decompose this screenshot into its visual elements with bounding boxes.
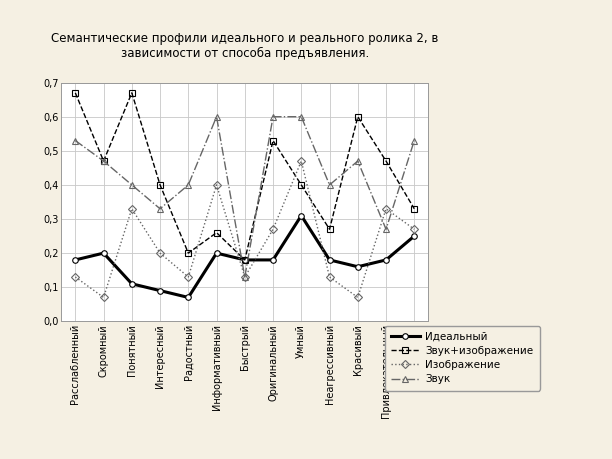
Изображение xyxy=(382,206,390,212)
Звук+изображение xyxy=(72,90,79,95)
Legend: Идеальный, Звук+изображение, Изображение, Звук: Идеальный, Звук+изображение, Изображение… xyxy=(385,325,540,391)
Изображение xyxy=(241,274,248,280)
Звук+изображение xyxy=(185,250,192,256)
Звук xyxy=(72,138,79,143)
Звук xyxy=(100,158,107,164)
Идеальный xyxy=(269,257,277,263)
Звук xyxy=(213,114,220,119)
Идеальный xyxy=(100,250,107,256)
Идеальный xyxy=(411,233,418,239)
Звук+изображение xyxy=(213,230,220,235)
Идеальный xyxy=(297,213,305,218)
Идеальный xyxy=(326,257,333,263)
Line: Звук+изображение: Звук+изображение xyxy=(73,90,417,263)
Звук+изображение xyxy=(128,90,135,95)
Звук xyxy=(326,182,333,188)
Идеальный xyxy=(213,250,220,256)
Изображение xyxy=(72,274,79,280)
Звук xyxy=(157,206,164,212)
Идеальный xyxy=(241,257,248,263)
Идеальный xyxy=(72,257,79,263)
Звук+изображение xyxy=(354,114,362,119)
Line: Изображение: Изображение xyxy=(73,158,417,300)
Text: Семантические профили идеального и реального ролика 2, в
зависимости от способа : Семантические профили идеального и реаль… xyxy=(51,32,438,60)
Звук+изображение xyxy=(157,182,164,188)
Звук xyxy=(269,114,277,119)
Изображение xyxy=(100,295,107,300)
Изображение xyxy=(354,295,362,300)
Звук xyxy=(185,182,192,188)
Звук+изображение xyxy=(382,158,390,164)
Звук+изображение xyxy=(326,226,333,232)
Изображение xyxy=(128,206,135,212)
Идеальный xyxy=(128,281,135,286)
Идеальный xyxy=(354,264,362,269)
Идеальный xyxy=(185,295,192,300)
Звук+изображение xyxy=(411,206,418,212)
Звук+изображение xyxy=(269,138,277,143)
Изображение xyxy=(297,158,305,164)
Идеальный xyxy=(157,288,164,293)
Звук+изображение xyxy=(100,158,107,164)
Звук xyxy=(354,158,362,164)
Идеальный xyxy=(382,257,390,263)
Звук xyxy=(411,138,418,143)
Line: Идеальный: Идеальный xyxy=(73,213,417,300)
Звук xyxy=(297,114,305,119)
Изображение xyxy=(326,274,333,280)
Изображение xyxy=(269,226,277,232)
Line: Звук: Звук xyxy=(73,114,417,280)
Звук xyxy=(382,226,390,232)
Изображение xyxy=(157,250,164,256)
Изображение xyxy=(411,226,418,232)
Звук xyxy=(241,274,248,280)
Изображение xyxy=(213,182,220,188)
Звук+изображение xyxy=(297,182,305,188)
Звук+изображение xyxy=(241,257,248,263)
Звук xyxy=(128,182,135,188)
Изображение xyxy=(185,274,192,280)
